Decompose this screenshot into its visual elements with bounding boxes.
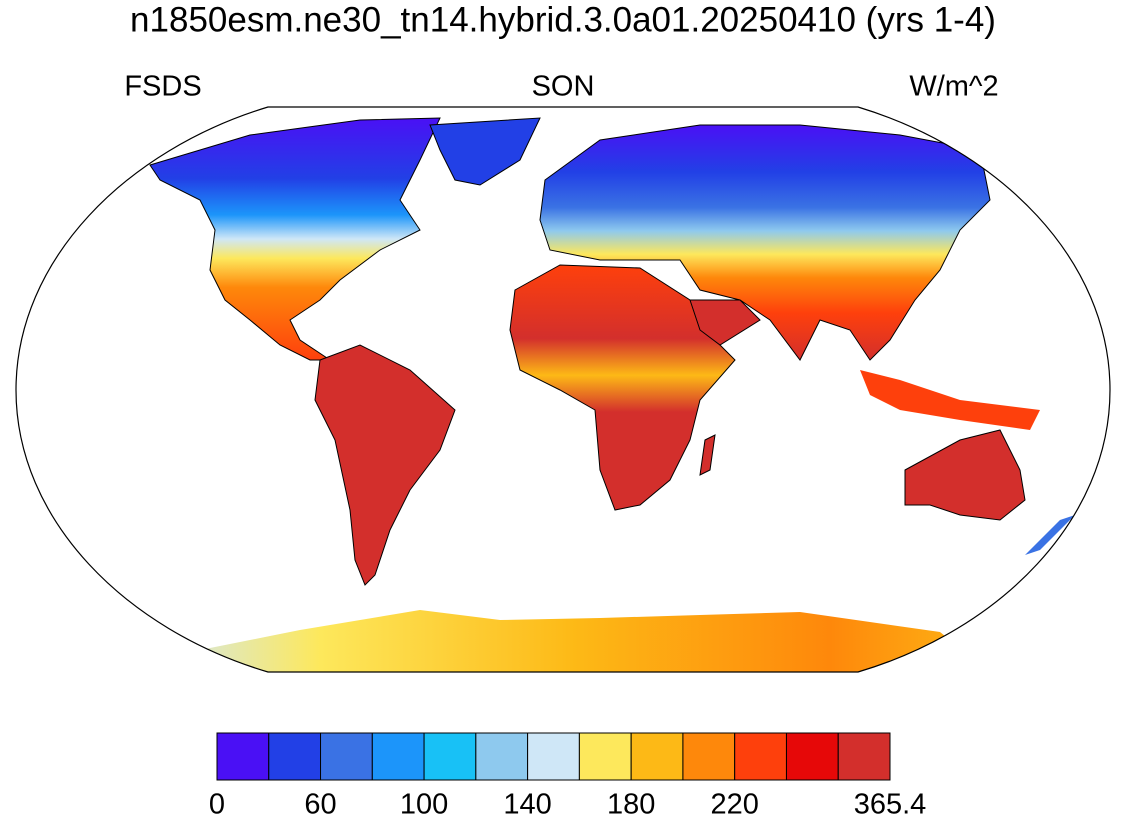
greenland <box>429 117 541 186</box>
colorbar-box <box>268 732 322 781</box>
colorbar-box <box>837 732 891 781</box>
colorbar-box <box>785 732 839 781</box>
colorbar-label: 180 <box>607 789 655 821</box>
new-zealand <box>1025 515 1075 555</box>
title: n1850esm.ne30_tn14.hybrid.3.0a01.2025041… <box>130 0 996 39</box>
colorbar-label: 0 <box>209 789 225 821</box>
map-area <box>149 117 1075 672</box>
colorbar-label: 220 <box>710 789 758 821</box>
arabia <box>689 299 761 346</box>
colorbar-box <box>216 732 270 781</box>
africa <box>509 264 736 511</box>
australia <box>904 429 1026 521</box>
units-label: W/m^2 <box>909 71 998 103</box>
colorbar-box <box>734 732 787 781</box>
season-label: SON <box>532 71 595 103</box>
colorbar-box <box>527 732 580 781</box>
antarctica <box>150 610 1000 672</box>
colorbar-box <box>630 732 684 781</box>
eurasia <box>539 124 991 361</box>
colorbar-box <box>578 732 632 781</box>
colorbar: 0 60 100 140 180 220 365.4 <box>209 732 927 821</box>
colorbar-label: 60 <box>304 789 336 821</box>
colorbar-box <box>475 732 529 781</box>
madagascar <box>699 434 716 476</box>
north-america <box>149 117 441 361</box>
south-america <box>314 344 456 586</box>
colorbar-box <box>371 732 425 781</box>
colorbar-box <box>682 732 736 781</box>
colorbar-label: 365.4 <box>854 789 927 821</box>
colorbar-box <box>423 732 477 781</box>
colorbar-box <box>320 732 373 781</box>
colorbar-label: 100 <box>400 789 448 821</box>
colorbar-label: 140 <box>503 789 551 821</box>
variable-label: FSDS <box>124 71 201 103</box>
maritime-continent <box>860 370 1040 430</box>
map-border <box>15 106 1111 673</box>
